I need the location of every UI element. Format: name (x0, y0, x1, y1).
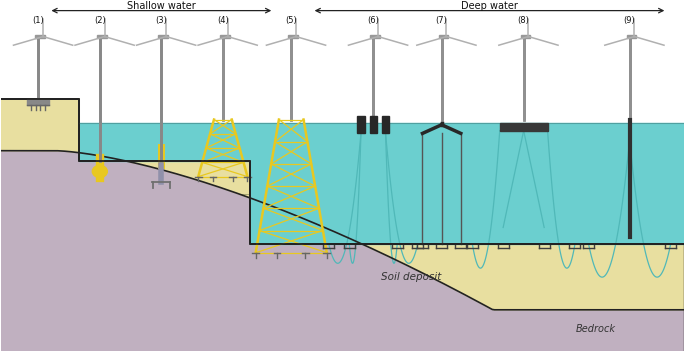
Text: (5): (5) (286, 17, 297, 25)
Bar (439, 35, 448, 38)
Text: Soil deposit: Soil deposit (381, 272, 441, 282)
Text: (8): (8) (518, 17, 530, 25)
Text: Shallow water: Shallow water (127, 1, 196, 11)
Bar (158, 35, 168, 38)
Bar (27, 99, 49, 105)
Bar (357, 116, 364, 133)
Text: (9): (9) (624, 17, 636, 25)
Bar (36, 35, 45, 38)
Polygon shape (1, 99, 684, 310)
Bar (521, 35, 530, 38)
Ellipse shape (92, 165, 108, 177)
Text: (1): (1) (32, 17, 44, 25)
Bar (220, 35, 229, 38)
Text: Bedrock: Bedrock (575, 324, 615, 334)
Text: (4): (4) (217, 17, 229, 25)
Text: Deep water: Deep water (461, 1, 518, 11)
Polygon shape (250, 123, 684, 244)
Bar (500, 123, 547, 131)
Bar (369, 116, 377, 133)
Polygon shape (1, 151, 684, 351)
Bar (288, 35, 298, 38)
Text: (2): (2) (94, 17, 105, 25)
Text: (3): (3) (155, 17, 167, 25)
Text: (6): (6) (367, 17, 379, 25)
Bar (627, 35, 636, 38)
Bar (371, 35, 380, 38)
Polygon shape (79, 123, 250, 161)
Bar (382, 116, 389, 133)
Text: (7): (7) (436, 17, 447, 25)
Bar (97, 35, 106, 38)
